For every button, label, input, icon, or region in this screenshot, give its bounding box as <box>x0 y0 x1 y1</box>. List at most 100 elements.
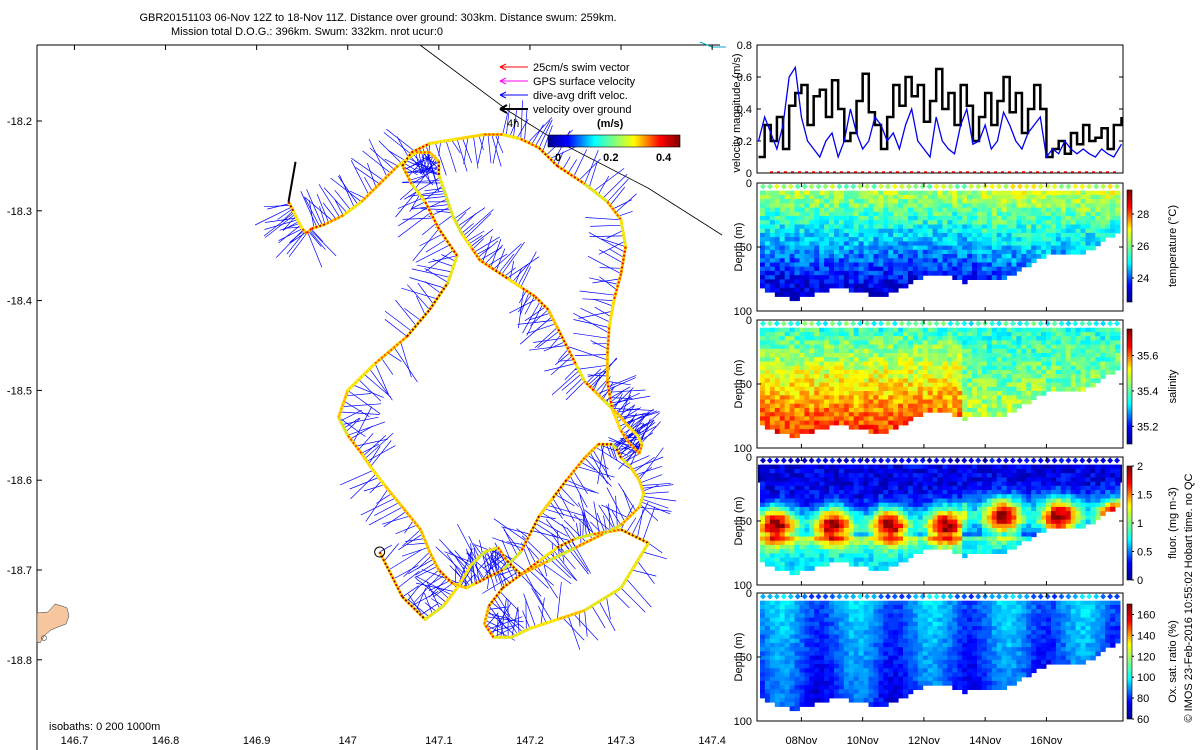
drift-vector <box>340 409 363 422</box>
drift-vector <box>573 613 599 641</box>
drift-vector <box>421 152 431 185</box>
drift-vector <box>493 626 515 638</box>
date-tick-label: 10Nov <box>847 735 879 747</box>
track-line <box>287 133 650 639</box>
track-segment <box>565 345 577 364</box>
profile-colorbar <box>1126 603 1133 720</box>
drift-vector <box>402 529 421 547</box>
track-segment <box>636 434 643 445</box>
drift-vector <box>473 543 482 555</box>
track-segment <box>383 484 404 508</box>
drift-vector <box>360 497 396 516</box>
drift-vector <box>423 185 443 201</box>
colorbar-label: fluor. (mg m-3) <box>1167 487 1179 559</box>
drift-vector <box>626 578 652 608</box>
depth-tick-label: 100 <box>734 306 752 318</box>
drift-vector <box>374 363 389 395</box>
drift-vector <box>425 575 445 588</box>
drift-vector <box>384 319 408 337</box>
drift-vector <box>353 384 384 398</box>
drift-vector <box>489 550 505 586</box>
drift-vector <box>307 232 323 268</box>
drift-vector <box>598 443 629 456</box>
drift-vector <box>620 587 646 613</box>
drift-vector <box>487 253 508 266</box>
drift-vector <box>584 457 612 487</box>
drift-vector <box>597 377 636 395</box>
map-y-tick-label: -18.7 <box>7 565 32 577</box>
drift-vector <box>393 347 418 383</box>
drift-vector <box>404 177 440 200</box>
drift-vector <box>393 565 419 580</box>
legend-ground: velocity over ground <box>533 104 631 116</box>
drift-vector <box>381 515 410 525</box>
drift-vector <box>631 456 664 470</box>
drift-vector <box>254 206 292 226</box>
drift-vector <box>584 610 588 637</box>
track-segment <box>556 609 585 621</box>
colorbar-tick-label: 28 <box>1137 209 1149 221</box>
drift-vector <box>424 281 441 294</box>
track-segment <box>337 390 349 418</box>
track-segment <box>620 219 627 247</box>
drift-vector <box>286 231 306 255</box>
drift-vector <box>448 551 471 566</box>
drift-vector <box>384 158 398 167</box>
drift-vector <box>561 373 582 391</box>
map-x-tick-label: 147.3 <box>607 735 635 747</box>
track-segment <box>360 183 381 203</box>
track-segment <box>606 381 613 409</box>
drift-vector <box>316 193 329 223</box>
drift-vector <box>363 373 392 398</box>
drift-vector <box>606 596 611 620</box>
coastline-land <box>36 603 70 644</box>
track-segment <box>483 623 495 638</box>
drift-vector <box>487 612 511 620</box>
drift-vector <box>566 527 576 539</box>
depth-tick-label: 50 <box>740 516 752 528</box>
map-legend: 25cm/s swim vector GPS surface velocity … <box>499 62 681 164</box>
profile-panel-temperature: 0 50 100 Depth (m) 24 26 28 temperature (°C) <box>733 178 1179 318</box>
drift-vector <box>369 368 393 401</box>
track-segment <box>428 282 449 311</box>
drift-vector <box>278 228 303 242</box>
drift-vector <box>598 249 624 264</box>
drift-vector <box>524 306 546 322</box>
drift-vector <box>351 157 384 181</box>
track-segment <box>501 551 522 571</box>
drift-vector <box>362 150 391 174</box>
drift-vector <box>421 569 460 584</box>
drift-vector <box>633 415 646 432</box>
colorbar-tick-label: 60 <box>1137 714 1149 726</box>
map-y-tick-label: -18.2 <box>7 116 32 128</box>
drift-vector <box>492 537 523 549</box>
drift-vector <box>369 147 395 170</box>
drift-vector <box>432 258 454 267</box>
drift-vector <box>569 475 588 508</box>
drift-vector <box>566 479 596 493</box>
drift-vector <box>288 233 307 258</box>
drift-vector <box>491 554 507 567</box>
drift-vector <box>349 190 366 199</box>
drift-vector <box>430 598 444 607</box>
track-segment <box>506 277 522 288</box>
track-segment <box>419 529 431 553</box>
drift-vector <box>518 288 524 329</box>
drift-vector <box>507 256 540 279</box>
profile-cells <box>760 600 1121 712</box>
drift-vector <box>264 214 296 238</box>
drift-vector <box>476 246 491 256</box>
map-y-tick-label: -18.8 <box>7 655 32 667</box>
depth-axis-label: Depth (m) <box>733 497 745 546</box>
drift-vector <box>564 366 578 380</box>
drift-vector <box>418 152 424 173</box>
drift-vector <box>388 150 406 161</box>
drift-vector <box>397 197 423 209</box>
drift-vector <box>557 359 574 362</box>
drift-vector <box>358 433 374 450</box>
depth-tick-label: 0 <box>746 588 752 600</box>
drift-vector <box>496 619 499 638</box>
drift-vector <box>425 239 447 253</box>
drift-vector <box>364 177 373 192</box>
drift-vector <box>322 202 337 220</box>
